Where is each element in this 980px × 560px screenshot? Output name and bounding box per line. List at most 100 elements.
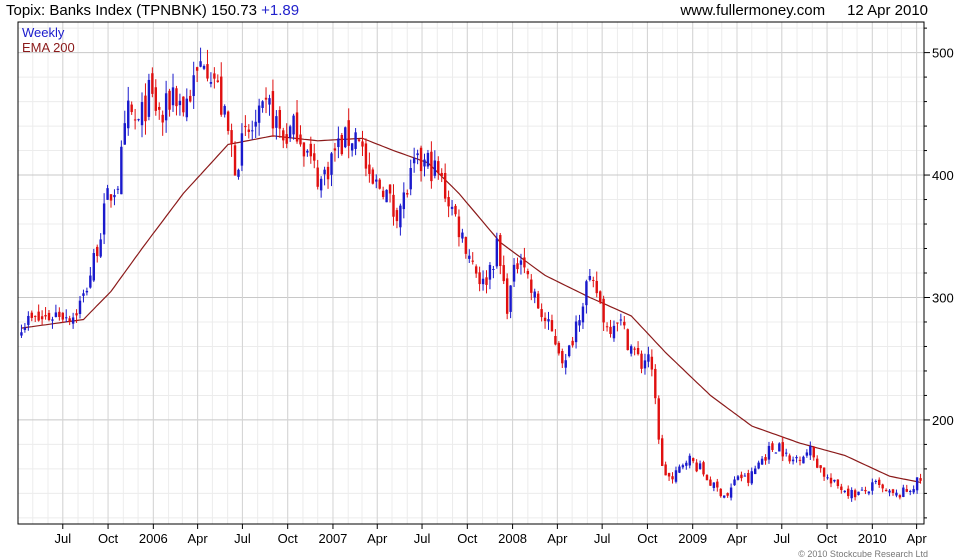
site-url[interactable]: www.fullermoney.com bbox=[680, 2, 826, 19]
candle-body bbox=[247, 129, 251, 132]
candle-body bbox=[392, 194, 395, 217]
ema-200-line bbox=[21, 135, 921, 483]
x-tick-label: Oct bbox=[817, 531, 838, 546]
candle-body bbox=[791, 459, 795, 462]
candle-body bbox=[89, 275, 92, 288]
candle-body bbox=[244, 125, 247, 128]
candle-body bbox=[220, 76, 223, 115]
candle-body bbox=[278, 109, 282, 129]
x-tick-label: Apr bbox=[547, 531, 568, 546]
candle-body bbox=[109, 194, 113, 201]
candle-body bbox=[457, 216, 461, 238]
x-tick-label: Apr bbox=[907, 531, 928, 546]
candle-body bbox=[433, 160, 437, 176]
candle-body bbox=[509, 285, 512, 312]
candle-body bbox=[189, 95, 192, 102]
candle-body bbox=[743, 475, 747, 477]
candle-body bbox=[326, 166, 330, 180]
candle-body bbox=[257, 105, 261, 123]
candle-body bbox=[864, 489, 867, 492]
candle-body bbox=[753, 468, 757, 475]
candle-body bbox=[612, 325, 616, 339]
candle-body bbox=[540, 309, 543, 318]
x-tick-label: 2006 bbox=[139, 531, 168, 546]
x-tick-label: Apr bbox=[188, 531, 209, 546]
candle-body bbox=[123, 123, 126, 145]
candle-body bbox=[781, 442, 784, 457]
candle-body bbox=[595, 280, 598, 294]
candle-body bbox=[178, 100, 182, 106]
copyright-notice: © 2010 Stockcube Research Ltd bbox=[798, 549, 928, 559]
candle-body bbox=[891, 489, 895, 493]
candle-body bbox=[802, 456, 805, 464]
candle-body bbox=[564, 360, 567, 368]
x-tick-label: Apr bbox=[367, 531, 388, 546]
candle-body bbox=[895, 492, 898, 496]
candle-body bbox=[471, 260, 474, 262]
candle-body bbox=[44, 314, 47, 317]
candle-body bbox=[202, 65, 206, 69]
candle-body bbox=[688, 455, 691, 466]
candle-body bbox=[130, 104, 133, 113]
candle-body bbox=[733, 479, 736, 486]
x-tick-label: Jul bbox=[594, 531, 611, 546]
candle-body bbox=[92, 253, 95, 281]
candle-body bbox=[330, 153, 333, 175]
candle-body bbox=[847, 488, 850, 497]
candle-body bbox=[685, 462, 688, 466]
candle-body bbox=[626, 329, 629, 351]
candle-body bbox=[505, 278, 509, 314]
candle-body bbox=[860, 489, 864, 491]
candle-body bbox=[385, 189, 388, 203]
candle-body bbox=[826, 477, 829, 479]
candle-body bbox=[798, 459, 802, 461]
candle-body bbox=[609, 326, 612, 334]
candle-body bbox=[788, 455, 791, 462]
candle-body bbox=[30, 312, 33, 318]
candle-body bbox=[158, 106, 161, 110]
candle-body bbox=[192, 75, 195, 97]
candle-body bbox=[102, 203, 106, 235]
candle-body bbox=[34, 315, 37, 317]
candle-body bbox=[302, 142, 306, 157]
candle-body bbox=[829, 477, 833, 484]
grid-lines bbox=[17, 22, 924, 524]
candle-body bbox=[485, 277, 488, 285]
y-tick-label: 300 bbox=[932, 290, 954, 305]
ema-series bbox=[21, 135, 921, 483]
x-tick-label: Jul bbox=[773, 531, 790, 546]
candle-body bbox=[437, 161, 440, 174]
candle-body bbox=[68, 318, 71, 322]
axes: 200 300 400 500 Jul Oct 2006 Apr Jul Oct 2007 Apr Ju… bbox=[17, 21, 954, 546]
candle-body bbox=[61, 312, 64, 320]
x-tick-label: Jul bbox=[414, 531, 431, 546]
candle-body bbox=[282, 130, 285, 141]
candle-body bbox=[764, 457, 767, 461]
candle-body bbox=[368, 164, 371, 174]
candle-body bbox=[37, 311, 40, 321]
candle-body bbox=[878, 479, 881, 486]
candle-body bbox=[468, 255, 471, 259]
candle-body bbox=[698, 463, 702, 470]
candle-body bbox=[409, 168, 412, 190]
candle-body bbox=[716, 481, 719, 488]
candle-body bbox=[519, 260, 523, 265]
candle-body bbox=[292, 115, 295, 135]
candle-body bbox=[574, 321, 578, 343]
candle-body bbox=[592, 279, 595, 281]
candle-body bbox=[323, 169, 326, 175]
candle-body bbox=[633, 348, 636, 350]
candle-body bbox=[547, 319, 550, 322]
candle-body bbox=[209, 82, 213, 84]
candle-body bbox=[116, 188, 120, 190]
candle-body bbox=[667, 472, 671, 477]
candle-body bbox=[729, 487, 733, 498]
candle-body bbox=[402, 192, 406, 210]
candle-body bbox=[816, 458, 819, 468]
candle-body bbox=[719, 488, 722, 497]
candle-body bbox=[275, 116, 278, 128]
candle-body bbox=[96, 246, 99, 257]
candle-body bbox=[757, 462, 760, 469]
x-tick-label: Oct bbox=[278, 531, 299, 546]
